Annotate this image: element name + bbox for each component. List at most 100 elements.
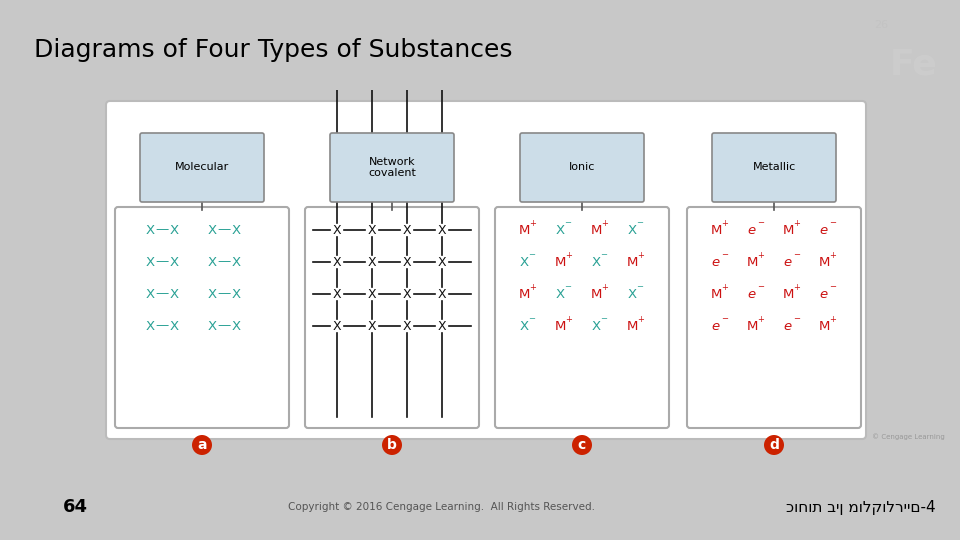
- Text: M: M: [818, 320, 829, 333]
- Text: X: X: [438, 255, 446, 268]
- Text: −: −: [757, 219, 764, 227]
- Text: −: −: [722, 251, 729, 260]
- Circle shape: [382, 435, 402, 455]
- Text: +: +: [602, 219, 609, 227]
- Text: +: +: [530, 219, 537, 227]
- Text: —: —: [217, 255, 230, 268]
- Text: X: X: [333, 287, 342, 300]
- Text: X: X: [207, 255, 217, 268]
- Text: X: X: [333, 255, 342, 268]
- Text: −: −: [636, 282, 643, 292]
- Text: X: X: [207, 287, 217, 300]
- Text: X: X: [231, 320, 241, 333]
- Text: X: X: [368, 255, 376, 268]
- Text: © Cengage Learning: © Cengage Learning: [873, 433, 945, 440]
- Text: −: −: [829, 219, 836, 227]
- Text: −: −: [636, 219, 643, 227]
- Text: M: M: [710, 287, 722, 300]
- FancyBboxPatch shape: [520, 133, 644, 202]
- Text: M: M: [518, 224, 530, 237]
- Text: X: X: [145, 224, 155, 237]
- Text: M: M: [518, 287, 530, 300]
- Text: a: a: [197, 438, 206, 452]
- Text: Ionic: Ionic: [569, 163, 595, 172]
- Text: —: —: [217, 320, 230, 333]
- Text: X: X: [333, 320, 342, 333]
- Text: X: X: [207, 320, 217, 333]
- Text: X: X: [207, 224, 217, 237]
- Text: $e$: $e$: [747, 224, 756, 237]
- Text: +: +: [722, 219, 729, 227]
- Text: X: X: [438, 224, 446, 237]
- Text: $e$: $e$: [819, 287, 828, 300]
- Text: —: —: [156, 287, 169, 300]
- Text: −: −: [564, 219, 571, 227]
- Text: —: —: [217, 287, 230, 300]
- Text: −: −: [529, 251, 536, 260]
- Text: M: M: [746, 255, 757, 268]
- Text: $e$: $e$: [711, 255, 721, 268]
- Text: X: X: [519, 320, 529, 333]
- Text: Molecular: Molecular: [175, 163, 229, 172]
- Text: M: M: [554, 255, 565, 268]
- Text: $e$: $e$: [783, 320, 793, 333]
- Text: $e$: $e$: [783, 255, 793, 268]
- Text: Fe: Fe: [890, 48, 938, 82]
- Text: −: −: [564, 282, 571, 292]
- Text: 26: 26: [874, 20, 888, 30]
- Circle shape: [764, 435, 784, 455]
- Text: +: +: [722, 282, 729, 292]
- Text: c: c: [578, 438, 587, 452]
- Text: —: —: [156, 320, 169, 333]
- Text: M: M: [710, 224, 722, 237]
- Text: X: X: [169, 255, 179, 268]
- Text: +: +: [565, 251, 572, 260]
- Text: $e$: $e$: [819, 224, 828, 237]
- Text: M: M: [554, 320, 565, 333]
- Text: Diagrams of Four Types of Substances: Diagrams of Four Types of Substances: [34, 37, 512, 62]
- Text: X: X: [231, 287, 241, 300]
- Circle shape: [192, 435, 212, 455]
- Text: כוחות בין מולקולריים-4: כוחות בין מולקולריים-4: [786, 500, 936, 515]
- Text: +: +: [602, 282, 609, 292]
- Text: X: X: [368, 287, 376, 300]
- Text: X: X: [169, 320, 179, 333]
- Text: +: +: [757, 314, 764, 323]
- Text: X: X: [169, 224, 179, 237]
- Text: X: X: [591, 320, 601, 333]
- Text: X: X: [145, 255, 155, 268]
- Text: X: X: [402, 255, 411, 268]
- Text: M: M: [818, 255, 829, 268]
- Text: X: X: [628, 224, 636, 237]
- Text: b: b: [387, 438, 396, 452]
- FancyBboxPatch shape: [687, 207, 861, 428]
- Text: d: d: [769, 438, 779, 452]
- Text: +: +: [829, 251, 836, 260]
- FancyBboxPatch shape: [115, 207, 289, 428]
- Text: $e$: $e$: [711, 320, 721, 333]
- Text: 64: 64: [62, 498, 87, 516]
- Text: X: X: [169, 287, 179, 300]
- Text: M: M: [626, 255, 637, 268]
- Text: X: X: [145, 320, 155, 333]
- FancyBboxPatch shape: [330, 133, 454, 202]
- Text: −: −: [722, 314, 729, 323]
- Text: +: +: [637, 314, 644, 323]
- Text: −: −: [794, 314, 801, 323]
- FancyBboxPatch shape: [305, 207, 479, 428]
- FancyBboxPatch shape: [106, 101, 866, 439]
- Text: X: X: [402, 287, 411, 300]
- Text: −: −: [794, 251, 801, 260]
- FancyBboxPatch shape: [495, 207, 669, 428]
- Text: +: +: [829, 314, 836, 323]
- Text: —: —: [156, 255, 169, 268]
- Text: −: −: [601, 314, 608, 323]
- FancyBboxPatch shape: [140, 133, 264, 202]
- Text: M: M: [626, 320, 637, 333]
- Text: M: M: [782, 287, 794, 300]
- Text: +: +: [565, 314, 572, 323]
- Text: X: X: [231, 224, 241, 237]
- Text: $e$: $e$: [747, 287, 756, 300]
- Text: Copyright © 2016 Cengage Learning.  All Rights Reserved.: Copyright © 2016 Cengage Learning. All R…: [288, 503, 595, 512]
- Text: Metallic: Metallic: [753, 163, 796, 172]
